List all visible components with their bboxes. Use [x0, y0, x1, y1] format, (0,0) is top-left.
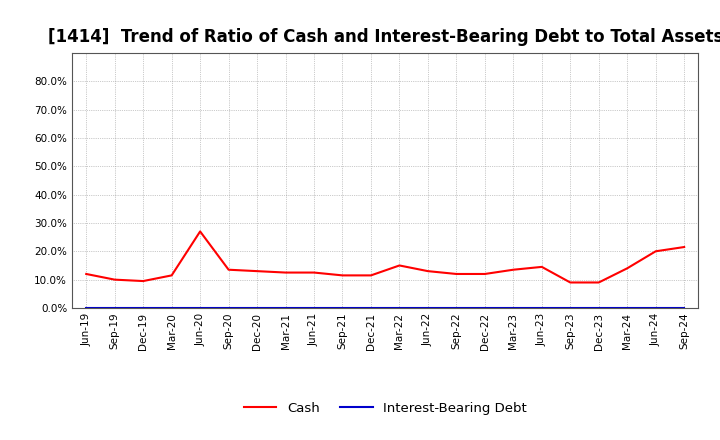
Interest-Bearing Debt [423, 305, 432, 311]
Interest-Bearing Debt [595, 305, 603, 311]
Interest-Bearing Debt [282, 305, 290, 311]
Interest-Bearing Debt [509, 305, 518, 311]
Cash [139, 279, 148, 284]
Interest-Bearing Debt [566, 305, 575, 311]
Cash [452, 271, 461, 277]
Cash [423, 268, 432, 274]
Interest-Bearing Debt [680, 305, 688, 311]
Cash [509, 267, 518, 272]
Interest-Bearing Debt [395, 305, 404, 311]
Line: Cash: Cash [86, 231, 684, 282]
Cash [652, 249, 660, 254]
Interest-Bearing Debt [110, 305, 119, 311]
Interest-Bearing Debt [167, 305, 176, 311]
Title: [1414]  Trend of Ratio of Cash and Interest-Bearing Debt to Total Assets: [1414] Trend of Ratio of Cash and Intere… [48, 28, 720, 46]
Cash [680, 244, 688, 249]
Cash [595, 280, 603, 285]
Interest-Bearing Debt [338, 305, 347, 311]
Cash [310, 270, 318, 275]
Cash [395, 263, 404, 268]
Interest-Bearing Debt [225, 305, 233, 311]
Interest-Bearing Debt [82, 305, 91, 311]
Cash [480, 271, 489, 277]
Interest-Bearing Debt [139, 305, 148, 311]
Interest-Bearing Debt [310, 305, 318, 311]
Interest-Bearing Debt [480, 305, 489, 311]
Cash [366, 273, 375, 278]
Cash [566, 280, 575, 285]
Interest-Bearing Debt [253, 305, 261, 311]
Cash [225, 267, 233, 272]
Cash [282, 270, 290, 275]
Interest-Bearing Debt [537, 305, 546, 311]
Cash [537, 264, 546, 270]
Interest-Bearing Debt [366, 305, 375, 311]
Cash [82, 271, 91, 277]
Interest-Bearing Debt [652, 305, 660, 311]
Interest-Bearing Debt [452, 305, 461, 311]
Cash [338, 273, 347, 278]
Cash [623, 266, 631, 271]
Cash [196, 229, 204, 234]
Legend: Cash, Interest-Bearing Debt: Cash, Interest-Bearing Debt [238, 396, 532, 420]
Cash [253, 268, 261, 274]
Cash [110, 277, 119, 282]
Interest-Bearing Debt [623, 305, 631, 311]
Cash [167, 273, 176, 278]
Interest-Bearing Debt [196, 305, 204, 311]
